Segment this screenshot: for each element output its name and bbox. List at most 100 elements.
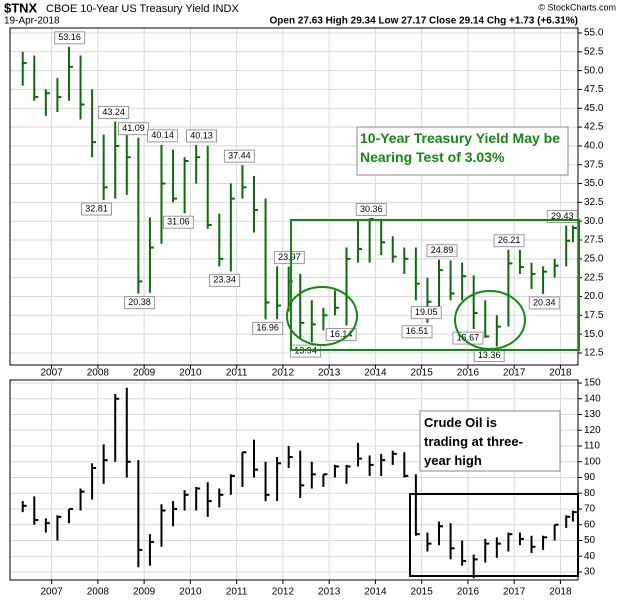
y-tick-label: 150 (584, 378, 601, 389)
subtitle: CBOE 10-Year US Treasury Yield INDX (46, 3, 239, 15)
x-tick-label: 2010 (179, 587, 202, 598)
y-tick-label: 35.0 (584, 178, 604, 189)
x-tick-label: 2011 (226, 368, 248, 379)
value-label-box (426, 244, 458, 258)
x-tick-label: 2012 (272, 368, 295, 379)
value-label-box (80, 202, 112, 216)
x-tick-label: 2011 (226, 587, 248, 598)
y-tick-label: 30 (584, 567, 596, 578)
value-label: 16.96 (256, 323, 279, 333)
y-tick-label: 130 (584, 409, 601, 420)
x-tick-label: 2010 (179, 368, 202, 379)
value-label: 40.13 (190, 130, 213, 140)
x-tick-label: 2008 (87, 368, 110, 379)
y-tick-label: 120 (584, 425, 601, 436)
value-label: 24.89 (431, 245, 454, 255)
value-label-box (273, 251, 305, 265)
y-tick-label: 40 (584, 551, 596, 562)
range-box (290, 219, 580, 351)
panel-frame (9, 27, 579, 366)
value-label: 43.24 (102, 107, 125, 117)
x-tick-label: 2008 (87, 587, 110, 598)
value-label-box (209, 273, 241, 287)
range-box (409, 493, 579, 577)
value-label: 37.44 (228, 151, 251, 161)
y-tick-label: 47.5 (584, 84, 604, 95)
y-tick-label: 100 (584, 456, 601, 467)
x-tick-label: 2014 (364, 587, 387, 598)
y-tick-label: 22.5 (584, 272, 604, 283)
note-box (356, 126, 569, 176)
x-tick-label: 2018 (549, 587, 572, 598)
x-tick-label: 2013 (318, 587, 341, 598)
x-tick-label: 2017 (503, 587, 526, 598)
y-tick-label: 45.0 (584, 103, 604, 114)
y-tick-label: 15.0 (584, 329, 604, 340)
value-label: 31.06 (167, 217, 190, 227)
y-tick-label: 40.0 (584, 141, 604, 152)
value-label-box (117, 122, 149, 136)
value-label-box (493, 234, 525, 248)
value-label: 32.81 (85, 203, 108, 213)
value-label: 16.14 (330, 329, 353, 339)
value-label-box (528, 296, 560, 310)
value-label: 16.51 (406, 326, 429, 336)
value-label: 13.36 (478, 350, 501, 360)
y-tick-label: 110 (584, 441, 600, 452)
value-label-box (185, 129, 217, 143)
note: Crude Oil is trading at three-year high (424, 415, 523, 468)
value-label-box (54, 31, 86, 45)
y-tick-label: 50.0 (584, 65, 604, 76)
value-label: 19.05 (415, 307, 438, 317)
x-tick-label: 2016 (457, 368, 480, 379)
y-tick-label: 42.5 (584, 122, 604, 133)
circle (286, 286, 358, 346)
panel-frame (9, 379, 579, 581)
panel (9, 27, 579, 366)
note-text: Crude Oil is trading at three-year high (424, 415, 523, 468)
note-text: 10-Year Treasury Yield May be Nearing Te… (360, 130, 561, 165)
x-tick-label: 2018 (549, 368, 572, 379)
note: 10-Year Treasury Yield May be Nearing Te… (360, 130, 561, 165)
y-tick-label: 140 (584, 393, 601, 404)
credit: © StockCharts.com (538, 2, 616, 12)
x-tick-label: 2015 (411, 368, 434, 379)
x-tick-label: 2016 (457, 587, 480, 598)
y-tick-label: 25.0 (584, 253, 604, 264)
x-tick-label: 2009 (133, 368, 156, 379)
value-label: 23.34 (213, 275, 236, 285)
value-label-box (401, 325, 433, 339)
value-label-box (290, 344, 322, 358)
y-tick-label: 17.5 (584, 310, 604, 321)
x-tick-label: 2009 (133, 587, 156, 598)
y-tick-label: 32.5 (584, 197, 604, 208)
quote: Open 27.63 High 29.34 Low 27.17 Close 29… (270, 16, 578, 27)
note-box (419, 410, 561, 472)
value-label: 15.67 (457, 332, 480, 342)
y-tick-label: 60 (584, 519, 596, 530)
value-label-box (124, 296, 156, 310)
value-label: 53.16 (58, 32, 81, 42)
value-label-box (410, 306, 442, 320)
y-tick-label: 90 (584, 472, 596, 483)
value-label-box (98, 106, 130, 120)
value-label-box (252, 321, 284, 335)
value-label: 23.97 (278, 252, 301, 262)
x-tick-label: 2013 (318, 368, 341, 379)
y-tick-label: 37.5 (584, 159, 604, 170)
plots: 12.5 15.0 17.5 20.0 22.5 25.0 27.5 30.0 32.5 35.0… (9, 27, 604, 598)
x-tick-label: 2017 (503, 368, 526, 379)
x-tick-label: 2014 (364, 368, 387, 379)
value-label-box (162, 215, 194, 229)
x-tick-label: 2012 (272, 587, 295, 598)
y-tick-label: 20.0 (584, 291, 604, 302)
value-label: 30.36 (360, 204, 383, 214)
circle (454, 290, 526, 350)
value-label: 20.34 (533, 297, 556, 307)
y-tick-label: 52.5 (584, 46, 604, 57)
x-tick-label: 2007 (41, 368, 64, 379)
y-tick-label: 30.0 (584, 216, 604, 227)
y-tick-label: 55.0 (584, 28, 604, 39)
value-label: 26.21 (498, 235, 521, 245)
